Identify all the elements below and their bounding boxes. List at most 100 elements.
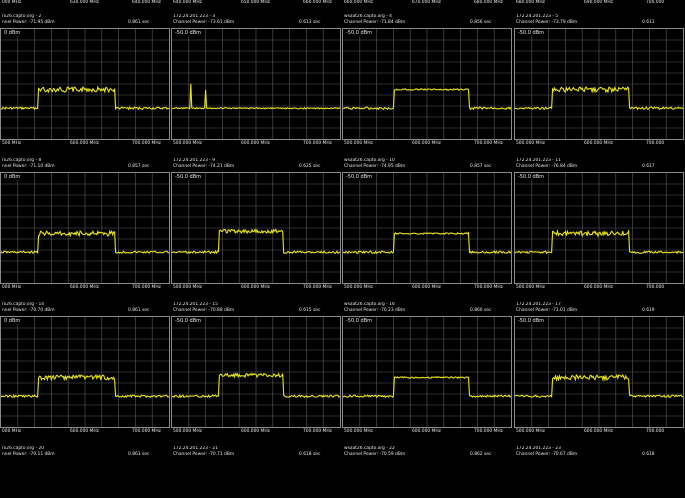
frequency-tick-label: 650.000 MHz xyxy=(241,0,270,5)
panel-status: Channel Power: -70.67 dBm 0.618 xyxy=(514,452,684,458)
panel-status: Channel Power: -74.95 dBm 0.857 sec xyxy=(342,164,512,170)
frequency-tick-label: 500.000 MHz xyxy=(516,285,545,290)
reference-level: -50.0 dBm xyxy=(174,30,203,36)
frequency-axis: 500.000 MHz 600.000 MHz 700.000 xyxy=(514,141,684,147)
spectrum-panel[interactable]: wsaat26.capto.org - 4 Channel Power: -71.… xyxy=(342,14,512,158)
channel-power: Channel Power: -74.21 dBm xyxy=(173,164,235,169)
frequency-tick-label: 700.000 MHz xyxy=(474,285,503,290)
channel-power: nnel Power: -71.95 dBm xyxy=(2,20,55,25)
frequency-tick-label: 700.000 MHz xyxy=(303,285,332,290)
panel-header: wsaat26.capto.org - 4 xyxy=(342,14,512,20)
spectrum-panel[interactable]: 172.24.201.223 - 15 Channel Power: -70.88… xyxy=(171,302,341,446)
frequency-tick-label: 600.000 MHz xyxy=(241,429,270,434)
spectrum-plot[interactable]: -50.0 dBm xyxy=(514,28,684,140)
panel-status: nnel Power: -70.11 dBm 0.863 sec xyxy=(0,452,170,458)
panel-status: Channel Power: -74.21 dBm 0.625 sec xyxy=(171,164,341,170)
spectrum-panel[interactable]: 172.24.201.223 - 23 Channel Power: -70.67… xyxy=(514,446,684,498)
spectrum-plot[interactable]: -50.0 dBm xyxy=(171,28,341,140)
panel-status: Channel Power: -70.23 dBm 0.860 sec xyxy=(342,308,512,314)
frequency-tick-label: 600.000 MHz xyxy=(412,141,441,146)
spectrum-trace xyxy=(172,372,340,399)
spectrum-panel[interactable]: 172.24.201.223 - 11 Channel Power: -76.84… xyxy=(514,158,684,302)
device-name: 172.24.201.223 - 9 xyxy=(173,158,216,163)
frequency-tick-label: 700.000 xyxy=(646,429,665,434)
frequency-tick-label: 700.000 xyxy=(646,0,665,5)
panel-header: rx26.capto.org - 14 xyxy=(0,302,170,308)
sweep-time: 0.618 sec xyxy=(299,452,321,457)
sweep-time: 0.617 xyxy=(642,164,655,169)
spectrum-plot[interactable]: -50.0 dBm xyxy=(342,28,512,140)
sweep-time: 0.863 sec xyxy=(128,452,150,457)
spectrum-plot[interactable]: 0 dBm xyxy=(0,172,170,284)
panel-status: Channel Power: -71.84 dBm 0.856 sec xyxy=(342,20,512,26)
panel-header: 172.24.201.223 - 21 xyxy=(171,446,341,452)
panel-header: 172.24.201.223 - 17 xyxy=(514,302,684,308)
device-name: 172.24.201.223 - 23 xyxy=(516,446,561,451)
channel-power: Channel Power: -70.71 dBm xyxy=(173,452,235,457)
frequency-tick-label: 700.000 MHz xyxy=(303,141,332,146)
spectrum-panel[interactable]: 172.24.201.223 - 21 Channel Power: -70.71… xyxy=(171,446,341,498)
spectrum-plot[interactable]: -50.0 dBm xyxy=(342,172,512,284)
spectrum-panel[interactable]: rx26.capto.org - 20 nnel Power: -70.11 dB… xyxy=(0,446,170,498)
device-name: wsaat26.capto.org - 22 xyxy=(344,446,395,451)
sweep-time: 0.619 xyxy=(642,308,655,313)
channel-power: Channel Power: -76.84 dBm xyxy=(516,164,578,169)
frequency-tick-label: 700.000 MHz xyxy=(474,141,503,146)
sweep-time: 0.857 sec xyxy=(470,164,492,169)
spectrum-trace-graph xyxy=(343,173,511,283)
spectrum-plot[interactable]: -50.0 dBm xyxy=(514,172,684,284)
spectrum-panel[interactable]: 172.24.201.223 - 3 Channel Power: -73.61 … xyxy=(171,14,341,158)
device-name: rx26.capto.org - 14 xyxy=(2,302,45,307)
sweep-time: 0.611 xyxy=(642,20,655,25)
frequency-tick-label: 600.000 MHz xyxy=(70,285,99,290)
frequency-axis: 500.000 MHz 600.000 MHz 700.000 MHz xyxy=(171,141,341,147)
frequency-axis: 500.000 MHz 600.000 MHz 700.000 MHz xyxy=(342,141,512,147)
frequency-tick-label: 680.000 MHz xyxy=(474,0,503,5)
spectrum-panel[interactable]: wsaat26.capto.org - 22 Channel Power: -70… xyxy=(342,446,512,498)
frequency-tick-label: 500 MHz xyxy=(2,141,22,146)
sweep-time: 0.862 sec xyxy=(470,452,492,457)
frequency-tick-label: 700.000 MHz xyxy=(132,141,161,146)
panel-status: Channel Power: -70.59 dBm 0.862 sec xyxy=(342,452,512,458)
spectrum-panel[interactable]: rx26.capto.org - 8 nnel Power: -71.10 dBm… xyxy=(0,158,170,302)
spectrum-plot[interactable]: 0 dBm xyxy=(0,316,170,428)
frequency-tick-label: 660.000 MHz xyxy=(344,0,373,5)
frequency-tick-label: 600.000 MHz xyxy=(70,429,99,434)
spectrum-plot[interactable]: 0 dBm xyxy=(0,28,170,140)
spectrum-panel[interactable]: rx26.capto.org - 14 nnel Power: -70.70 dB… xyxy=(0,302,170,446)
spectrum-plot[interactable]: -50.0 dBm xyxy=(514,316,684,428)
spectrum-panel[interactable]: wsaat26.capto.org - 10 Channel Power: -74… xyxy=(342,158,512,302)
spectrum-plot[interactable]: -50.0 dBm xyxy=(171,172,341,284)
spectrum-plot[interactable]: -50.0 dBm xyxy=(171,316,341,428)
frequency-tick-label: 500.000 MHz xyxy=(344,141,373,146)
channel-power: Channel Power: -71.01 dBm xyxy=(516,308,578,313)
sweep-time: 0.856 sec xyxy=(470,20,492,25)
channel-power: Channel Power: -70.67 dBm xyxy=(516,452,578,457)
top-frequency-axis: 000 MHz 630.000 MHz 640.000 MHz 640.000 MHz… xyxy=(0,0,685,6)
spectrum-plot[interactable]: -50.0 dBm xyxy=(342,316,512,428)
panel-status: nnel Power: -71.95 dBm 0.861 sec xyxy=(0,20,170,26)
spectrum-trace xyxy=(343,376,511,399)
spectrum-panel[interactable]: rx26.capto.org - 2 nnel Power: -71.95 dBm… xyxy=(0,14,170,158)
frequency-axis: 500.000 MHz 600.000 MHz 700.000 MHz xyxy=(342,429,512,435)
frequency-tick-label: 500.000 MHz xyxy=(344,285,373,290)
spectrum-trace xyxy=(515,85,683,111)
sweep-time: 0.615 sec xyxy=(299,308,321,313)
spectrum-panel[interactable]: wsaat26.capto.org - 16 Channel Power: -70… xyxy=(342,302,512,446)
frequency-tick-label: 670.000 MHz xyxy=(412,0,441,5)
panel-header: 172.24.201.223 - 3 xyxy=(171,14,341,20)
reference-level: -50.0 dBm xyxy=(517,318,546,324)
frequency-tick-label: 600.000 MHz xyxy=(241,285,270,290)
frequency-tick-label: 000 MHz xyxy=(2,0,22,5)
device-name: wsaat26.capto.org - 16 xyxy=(344,302,395,307)
channel-power: Channel Power: -70.23 dBm xyxy=(344,308,406,313)
frequency-tick-label: 680.000 MHz xyxy=(516,0,545,5)
device-name: 172.24.201.223 - 17 xyxy=(516,302,561,307)
spectrum-panel[interactable]: 172.24.201.223 - 9 Channel Power: -74.21 … xyxy=(171,158,341,302)
spectrum-panel[interactable]: 172.24.201.223 - 5 Channel Power: -73.79 … xyxy=(514,14,684,158)
channel-power: nnel Power: -70.70 dBm xyxy=(2,308,55,313)
frequency-tick-label: 700.000 xyxy=(646,285,665,290)
spectrum-panel[interactable]: 172.24.201.223 - 17 Channel Power: -71.01… xyxy=(514,302,684,446)
spectrum-trace xyxy=(343,231,511,255)
reference-level: -50.0 dBm xyxy=(517,174,546,180)
